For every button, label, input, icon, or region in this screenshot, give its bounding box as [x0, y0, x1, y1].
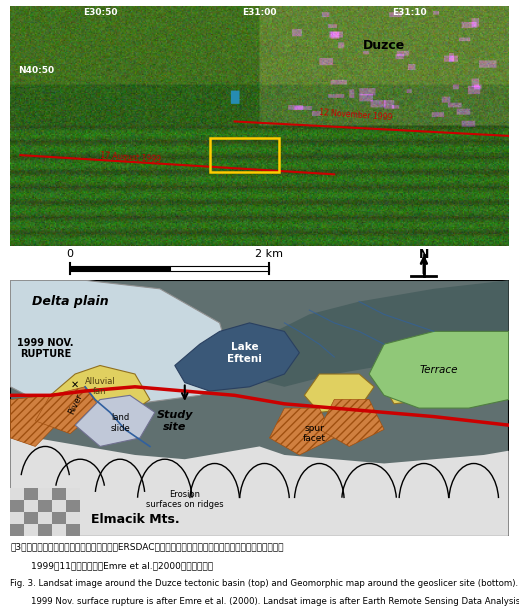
Bar	[38, 524, 52, 536]
Text: land
slide: land slide	[110, 413, 130, 432]
Bar	[52, 512, 66, 524]
Text: Elmacik Mts.: Elmacik Mts.	[91, 513, 179, 526]
Bar	[10, 488, 24, 500]
Text: 0: 0	[66, 249, 74, 259]
Bar	[52, 488, 66, 500]
Polygon shape	[384, 361, 444, 404]
Text: Study
site: Study site	[157, 410, 193, 432]
Bar	[10, 500, 24, 512]
Polygon shape	[304, 374, 374, 412]
Text: 第3図．　デュズジェ盆地周辺の衛星画像（ERSDACによる）　（上）と調査地点周辺の地形学図（下）．: 第3図． デュズジェ盆地周辺の衛星画像（ERSDACによる） （上）と調査地点周…	[10, 542, 284, 551]
Bar	[66, 500, 80, 512]
Bar	[52, 500, 66, 512]
Bar	[24, 512, 38, 524]
Bar	[38, 500, 52, 512]
Bar	[38, 512, 52, 524]
Polygon shape	[75, 395, 155, 447]
Text: N: N	[419, 248, 429, 261]
Bar	[70, 265, 170, 271]
Bar	[170, 265, 269, 271]
Polygon shape	[269, 408, 334, 455]
Text: 1999 NOV.
RUPTURE: 1999 NOV. RUPTURE	[17, 338, 74, 359]
Polygon shape	[369, 331, 509, 408]
Polygon shape	[10, 395, 60, 447]
Text: 2 km: 2 km	[255, 249, 283, 259]
Polygon shape	[175, 323, 299, 391]
Text: Duzce: Duzce	[363, 39, 405, 52]
Polygon shape	[50, 365, 150, 425]
Text: 17 August 1999: 17 August 1999	[100, 151, 161, 164]
Bar	[52, 524, 66, 536]
Bar	[24, 524, 38, 536]
Text: E31:00: E31:00	[242, 8, 277, 17]
Bar	[10, 512, 24, 524]
Text: Terrace: Terrace	[420, 365, 458, 375]
Bar	[24, 500, 38, 512]
Text: ✕: ✕	[71, 379, 79, 390]
Text: River: River	[66, 392, 84, 416]
Bar	[66, 524, 80, 536]
Polygon shape	[235, 280, 509, 387]
Bar	[38, 488, 52, 500]
Text: Erosion
surfaces on ridges: Erosion surfaces on ridges	[146, 490, 224, 509]
Text: Delta plain: Delta plain	[32, 295, 108, 308]
Polygon shape	[10, 280, 235, 408]
Text: E31:10: E31:10	[392, 8, 426, 17]
Text: N40:50: N40:50	[18, 67, 54, 75]
Text: Alluvial
fan: Alluvial fan	[85, 377, 115, 397]
Polygon shape	[10, 429, 509, 536]
Text: Lake
Efteni: Lake Efteni	[227, 342, 262, 363]
Bar	[66, 488, 80, 500]
Bar	[66, 512, 80, 524]
Text: 12 November 1999: 12 November 1999	[319, 108, 393, 123]
Bar	[10, 524, 24, 536]
Text: E30:50: E30:50	[83, 8, 117, 17]
Polygon shape	[35, 387, 100, 434]
Text: 1999年11月地震断層はEmre et al.（2000）に基づく．: 1999年11月地震断層はEmre et al.（2000）に基づく．	[31, 562, 213, 570]
Bar	[210, 139, 279, 172]
Text: spur
facet: spur facet	[303, 424, 326, 444]
Text: Fig. 3. Landsat image around the Duzce tectonic basin (top) and Geomorphic map a: Fig. 3. Landsat image around the Duzce t…	[10, 579, 518, 588]
Polygon shape	[319, 400, 384, 447]
Text: 1999 Nov. surface rupture is after Emre et al. (2000). Landsat image is after Ea: 1999 Nov. surface rupture is after Emre …	[31, 597, 519, 606]
Bar	[24, 488, 38, 500]
